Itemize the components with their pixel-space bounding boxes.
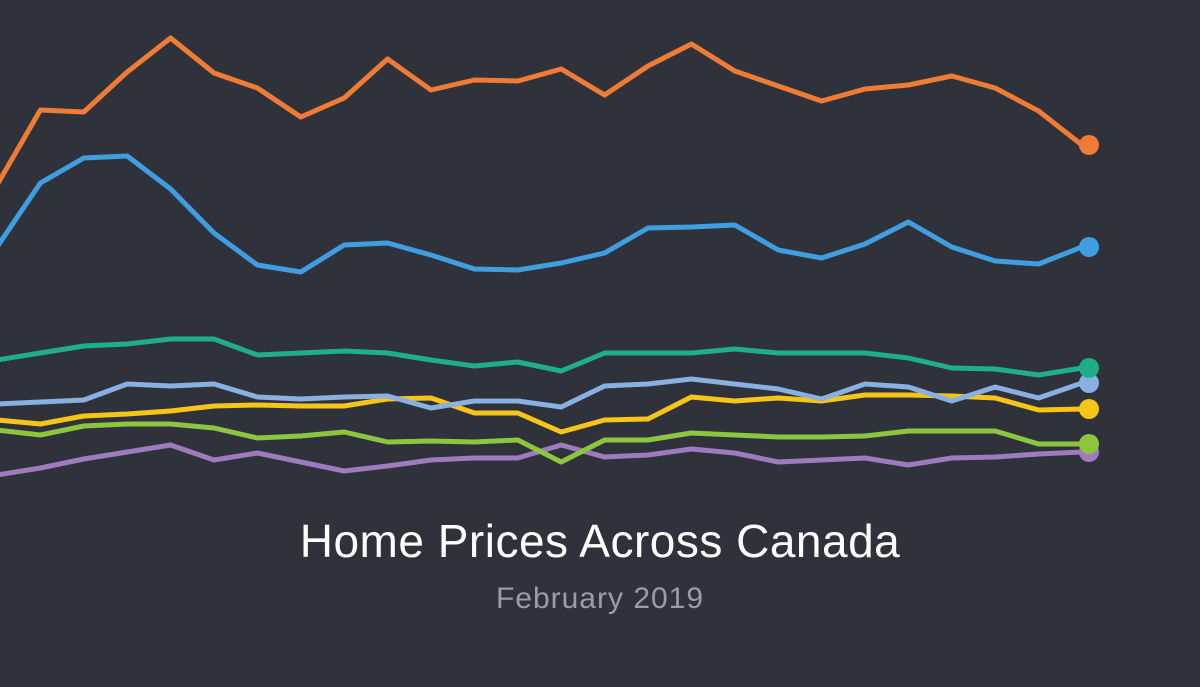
series-end-marker-0 — [1079, 135, 1099, 155]
series-end-marker-5 — [1079, 434, 1099, 454]
series-end-marker-4 — [1079, 399, 1099, 419]
series-end-marker-1 — [1079, 237, 1099, 257]
series-line-3 — [0, 376, 1085, 411]
series-line-4 — [0, 392, 1085, 435]
series-line-2 — [0, 336, 1085, 378]
series-line-1 — [0, 153, 1085, 275]
chart-title: Home Prices Across Canada — [299, 515, 901, 567]
chart-subtitle: February 2019 — [495, 582, 705, 615]
series-line-5 — [0, 421, 1085, 465]
series-end-marker-3 — [1079, 373, 1099, 393]
series-line-0 — [0, 35, 1085, 185]
series-end-marker-2 — [1079, 358, 1099, 378]
line-chart — [0, 35, 1099, 478]
